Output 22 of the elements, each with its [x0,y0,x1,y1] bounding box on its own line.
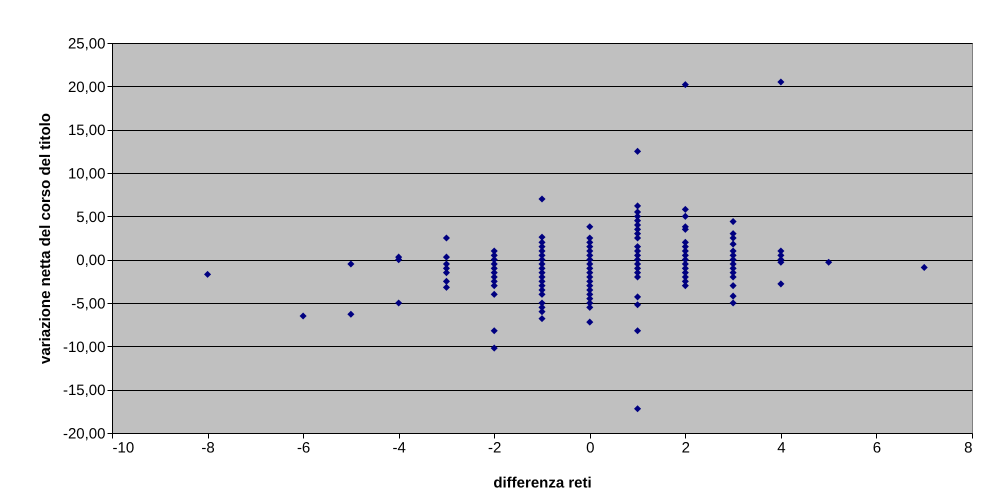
x-tick-label: -4 [392,440,406,456]
x-tick-label: -8 [201,440,215,456]
y-tick-label: 5,00 [76,208,106,226]
y-tick-label: 10,00 [68,166,106,182]
x-tick-label: -10 [112,440,134,456]
y-tick-label: -5,00 [71,296,106,312]
x-tick-label: 0 [586,440,594,456]
y-tick-label: -10,00 [62,338,106,356]
y-tick-label: -15,00 [62,382,106,400]
x-tick-label: -6 [296,440,310,456]
x-tick-label: 2 [682,440,690,456]
x-tick-label: 4 [777,440,786,456]
y-axis-title: variazione netta del corso del titolo [36,113,54,364]
y-tick-label: 0,00 [76,252,106,270]
x-tick-label: 8 [964,440,972,456]
y-tick-label: -20,00 [62,426,106,442]
x-tick-label: 6 [872,440,882,456]
y-tick-label: 15,00 [68,122,106,140]
x-axis-title: differenza reti [493,474,592,492]
y-tick-label: 25,00 [68,36,106,52]
y-tick-label: 20,00 [68,78,106,96]
x-tick-label: -2 [488,440,502,456]
